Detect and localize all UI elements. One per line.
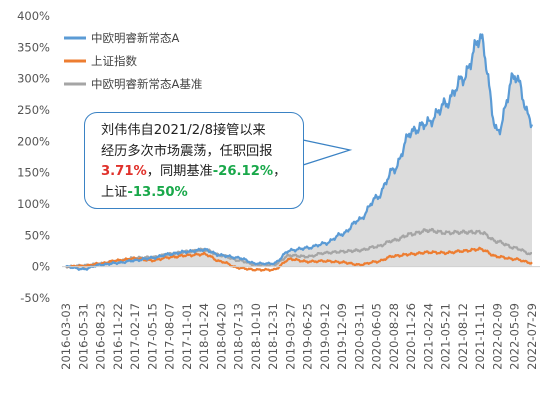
- x-tick-label: 2016-11-22: [111, 303, 125, 370]
- x-tick-label: 2022-05-09: [508, 303, 522, 370]
- x-tick-label: 2017-08-07: [163, 303, 177, 370]
- x-tick-label: 2021-11-11: [473, 303, 487, 370]
- legend-label: 中欧明睿新常态A基准: [91, 77, 202, 91]
- x-tick-label: 2018-01-24: [197, 303, 211, 370]
- x-tick-label: 2017-02-17: [128, 303, 142, 370]
- y-tick-label: 400%: [17, 9, 50, 23]
- x-tick-label: 2016-03-03: [59, 303, 73, 370]
- callout-return-value: 3.71%: [101, 164, 147, 179]
- y-axis: 400% 350% 300% 250% 200% 150% 100% 50% 0% -50%: [17, 9, 50, 305]
- y-tick-label: 350%: [17, 40, 50, 54]
- legend-label: 上证指数: [91, 54, 137, 68]
- x-tick-label: 2019-06-25: [301, 303, 315, 370]
- series-area-fund: [66, 34, 532, 270]
- annotation-callout: 刘伟伟自2021/2/8接管以来 经历多次市场震荡，任职回报 3.71%，同期基…: [84, 112, 304, 209]
- callout-line-3: 3.71%，同期基准-26.12%，: [101, 162, 299, 183]
- x-tick-label: 2016-05-31: [76, 303, 90, 370]
- y-tick-label: 200%: [17, 134, 50, 148]
- x-tick-label: 2020-03-11: [352, 303, 366, 370]
- callout-index-value: -13.50%: [127, 184, 188, 200]
- y-tick-label: -50%: [20, 291, 50, 305]
- x-tick-label: 2018-07-13: [232, 303, 246, 370]
- x-tick-label: 2019-12-09: [335, 303, 349, 370]
- legend-label: 中欧明睿新常态A: [91, 31, 179, 45]
- y-tick-label: 0%: [32, 260, 50, 274]
- area-layer: [66, 34, 532, 270]
- y-tick-label: 300%: [17, 72, 50, 86]
- series-line-0: [65, 33, 534, 271]
- callout-pointer: [302, 139, 353, 166]
- lines-layer: [65, 33, 534, 272]
- x-tick-label: 2022-02-09: [490, 303, 504, 370]
- x-tick-label: 2021-02-24: [421, 303, 435, 370]
- x-tick-label: 2020-06-05: [370, 303, 384, 370]
- x-axis: 2016-03-03 2016-05-31 2016-08-23 2016-11-22…: [59, 303, 539, 370]
- y-tick-label: 150%: [17, 166, 50, 180]
- x-tick-label: 2022-07-29: [525, 303, 539, 370]
- x-tick-label: 2018-04-20: [214, 303, 228, 370]
- callout-line-1: 刘伟伟自2021/2/8接管以来: [101, 123, 266, 138]
- y-tick-label: 100%: [17, 197, 50, 211]
- callout-line-2: 经历多次市场震荡，任职回报: [101, 143, 273, 159]
- callout-benchmark-value: -26.12%: [212, 164, 274, 179]
- x-tick-label: 2020-08-28: [387, 303, 401, 370]
- x-tick-label: 2018-10-10: [249, 303, 263, 370]
- callout-line-4: 上证-13.50%: [101, 183, 299, 204]
- x-tick-label: 2020-11-26: [404, 303, 418, 370]
- x-tick-label: 2019-09-12: [318, 303, 332, 370]
- x-tick-label: 2017-05-15: [145, 303, 159, 370]
- y-tick-label: 50%: [24, 228, 50, 242]
- y-tick-label: 250%: [17, 103, 50, 117]
- x-tick-label: 2017-11-01: [180, 303, 194, 370]
- x-tick-label: 2019-03-27: [283, 303, 297, 370]
- callout-comma: ，: [273, 164, 287, 179]
- callout-benchmark-text: ，同期基准: [146, 164, 213, 179]
- x-tick-label: 2018-12-31: [266, 303, 280, 370]
- x-tick-label: 2016-08-23: [94, 303, 108, 370]
- callout-index-text: 上证: [101, 184, 128, 200]
- x-tick-label: 2021-08-12: [456, 303, 470, 370]
- x-tick-label: 2021-05-21: [439, 303, 453, 370]
